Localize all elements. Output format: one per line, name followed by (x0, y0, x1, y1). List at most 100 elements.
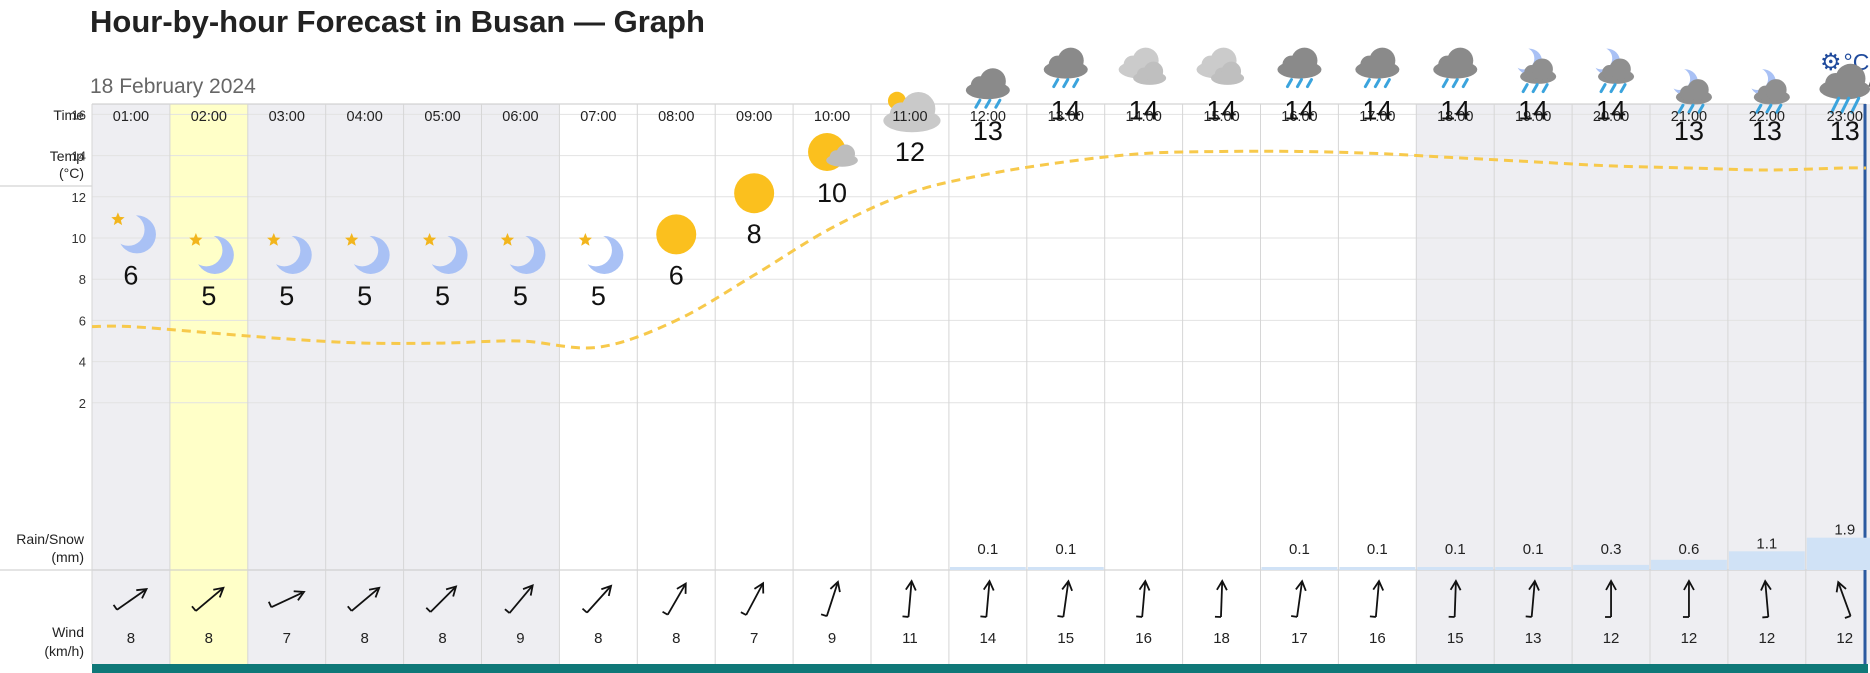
temperature-label: 14 (1440, 96, 1470, 126)
temperature-label: 13 (1830, 116, 1860, 146)
night-column (1727, 104, 1806, 664)
temperature-label: 10 (817, 178, 847, 208)
wind-speed-label: 7 (283, 630, 291, 647)
night-column (1805, 104, 1870, 664)
wind-speed-label: 17 (1291, 630, 1308, 647)
arrow-shaft (1220, 582, 1224, 618)
rain-bar (1728, 551, 1805, 570)
wind-speed-label: 8 (360, 630, 368, 647)
arrow-shaft (1296, 583, 1303, 617)
arrow-tail (425, 607, 432, 613)
moon-shape (429, 236, 468, 274)
rain-drop (1687, 103, 1695, 114)
wind-arrow-icon (902, 579, 917, 618)
cloud-grey-icon (1118, 47, 1167, 85)
bottom-bar (92, 664, 1868, 673)
arrow-tail (1291, 615, 1298, 618)
rain-drop (1609, 83, 1617, 94)
night-column (481, 104, 560, 664)
gear-icon: ⚙ (1820, 49, 1842, 76)
rain-label: 0.1 (1367, 541, 1388, 558)
arrow-shaft (907, 582, 913, 618)
row-label-rain-unit: (mm) (51, 549, 84, 565)
moon-cloud-rain-icon (1516, 48, 1557, 94)
time-label: 13:00 (1048, 109, 1084, 125)
cloud-part (979, 68, 1006, 95)
time-label: 22:00 (1749, 109, 1785, 125)
rain-label: 0.1 (1289, 541, 1310, 558)
arrow-shaft (745, 584, 763, 616)
wind-arrow-icon (1214, 579, 1228, 618)
cloud-part (1447, 47, 1474, 74)
rain-bar (1261, 567, 1338, 570)
arrow-shaft (666, 584, 686, 616)
cloud-rain-icon (1355, 47, 1400, 89)
arrow-shaft (116, 589, 146, 611)
temperature-label: 13 (973, 116, 1003, 146)
cloud-heavy-rain-icon (1819, 63, 1870, 114)
wind-speed-label: 14 (980, 630, 997, 647)
y-tick-label: 16 (72, 107, 86, 122)
rain-bar (1573, 564, 1649, 570)
wind-arrow-icon (740, 581, 765, 616)
arrow-shaft (1141, 582, 1147, 618)
time-label: 23:00 (1827, 109, 1863, 125)
wind-speed-label: 8 (672, 630, 680, 647)
night-column (247, 104, 326, 664)
chart-labels: Time Temp(°C) Rain/Snow (mm) Wind (km/h) 2 4 6 8 1… (16, 96, 1863, 659)
wind-speed-label: 12 (1759, 630, 1776, 647)
night-column (403, 104, 482, 664)
time-label: 09:00 (736, 109, 772, 125)
rain-bar (1027, 567, 1104, 570)
moon-star-icon (422, 233, 468, 274)
temperature-label: 5 (513, 281, 528, 311)
temperature-label: 14 (1596, 96, 1626, 126)
unit-toggle-button[interactable]: ⚙°C (1820, 48, 1869, 77)
wind-speed-label: 12 (1603, 630, 1620, 647)
rain-drop (1850, 96, 1861, 114)
cloud-rain-icon (965, 68, 1010, 109)
temperature-label: 12 (895, 137, 925, 167)
wind-arrow-icon (425, 585, 458, 613)
arrow-tail (267, 601, 273, 608)
wind-arrow-icon (581, 584, 613, 614)
temperature-label: 13 (1752, 116, 1782, 146)
arrow-tail (1844, 615, 1851, 619)
y-tick-label: 4 (79, 355, 86, 370)
moon-star-icon (345, 233, 390, 274)
rain-drop (1755, 103, 1763, 114)
wind-speed-label: 15 (1447, 630, 1464, 647)
row-label-temp-unit: (°C) (59, 165, 84, 181)
forecast-date: 18 February 2024 (90, 75, 256, 98)
wind-arrow-icon (1136, 579, 1151, 618)
arrow-tail (740, 611, 747, 616)
arrow-head (522, 584, 534, 596)
temperature-label: 5 (357, 281, 372, 311)
arrow-tail (1762, 616, 1769, 619)
wind-arrow-icon (1605, 579, 1617, 618)
temperature-label: 5 (435, 281, 450, 311)
cloud-part (1687, 79, 1709, 101)
cloud-rain-icon (1433, 47, 1478, 89)
rain-label: 0.1 (1523, 541, 1544, 558)
time-label: 05:00 (424, 109, 460, 125)
wind-arrow-icon (1057, 579, 1073, 618)
y-tick-label: 8 (79, 272, 86, 287)
cloud-part (836, 144, 856, 164)
temperature-label: 5 (201, 281, 216, 311)
arrow-shaft (351, 588, 379, 612)
time-label: 03:00 (269, 109, 305, 125)
arrow-tail (1136, 615, 1143, 618)
moon-star-icon (578, 233, 624, 274)
wind-arrow-icon (267, 590, 306, 609)
time-label: 10:00 (814, 109, 850, 125)
rain-bars (949, 537, 1870, 570)
time-label: 16:00 (1281, 109, 1317, 125)
rain-drop (974, 98, 982, 109)
cloud-part (1369, 47, 1396, 74)
rain-label: 0.3 (1601, 541, 1622, 558)
rain-drop (1599, 83, 1607, 94)
arrow-shaft (985, 582, 991, 618)
rain-drop (1697, 103, 1705, 114)
wind-arrow-icon (1525, 579, 1540, 618)
